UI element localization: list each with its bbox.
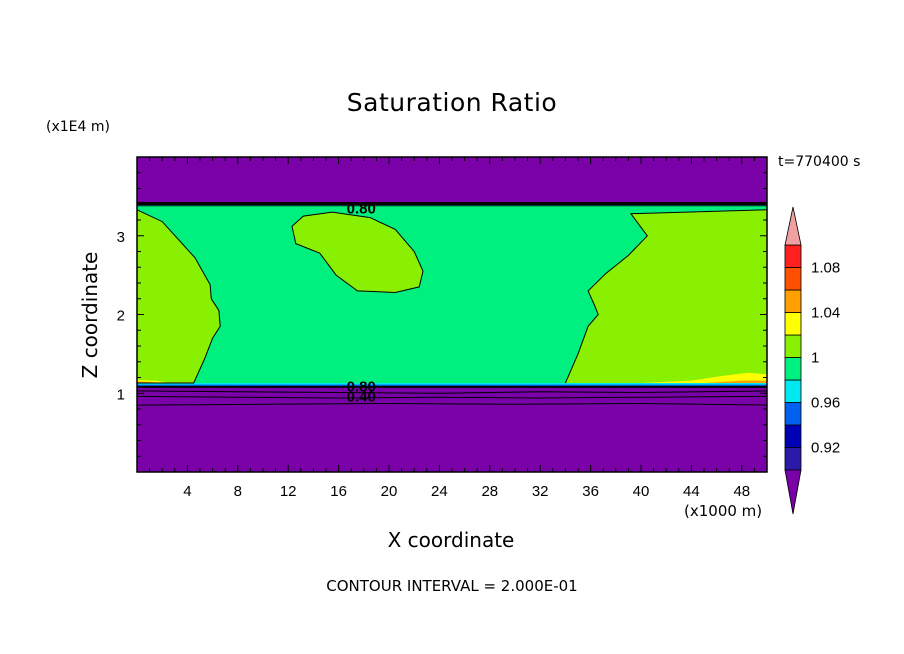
- x-tick-label: 24: [431, 483, 448, 500]
- contour-right-region: [564, 209, 768, 384]
- colorbar-label: 1.04: [811, 305, 840, 322]
- orange-patch-right: [704, 380, 767, 384]
- contour-interval-note: CONTOUR INTERVAL = 2.000E-01: [326, 577, 578, 595]
- y-tick-label: 3: [117, 229, 125, 246]
- colorbar-segment: [784, 289, 802, 313]
- x-tick-label: 44: [683, 483, 700, 500]
- colorbar-segment: [784, 334, 802, 358]
- x-tick-label: 8: [234, 483, 242, 500]
- x-tick-label: 32: [532, 483, 549, 500]
- time-label: t=770400 s: [778, 154, 861, 170]
- colorbar-segment: [784, 244, 802, 268]
- x-tick-label: 40: [633, 483, 650, 500]
- right-supersaturated-region: [565, 209, 767, 383]
- y-tick-label: 2: [117, 308, 125, 325]
- colorbar-label: 1: [811, 350, 819, 367]
- plot-area: 0.800.800.40: [136, 156, 768, 473]
- colorbar-segment: [784, 402, 802, 426]
- colorbar-upper-extension: [784, 206, 802, 246]
- colorbar-label: 0.96: [811, 395, 840, 412]
- contour-base-020: [136, 402, 768, 406]
- blue-band-base: [137, 384, 767, 387]
- cyan-band-base: [137, 383, 767, 386]
- x-tick-label: 48: [733, 483, 750, 500]
- x-axis-label: X coordinate: [387, 528, 515, 552]
- colorbar-segment: [784, 447, 802, 471]
- colorbar-segment: [784, 312, 802, 336]
- x-tick-label: 28: [481, 483, 498, 500]
- contour-base-040: [136, 395, 768, 399]
- x-tick-label: 4: [183, 483, 191, 500]
- chart-title: Saturation Ratio: [346, 88, 558, 117]
- contour-label: 0.40: [347, 389, 376, 406]
- contour-left-region: [136, 209, 221, 384]
- colorbar-segment: [784, 357, 802, 381]
- contour-label: 0.80: [347, 378, 376, 395]
- colorbar: 1.08 1.04 1 0.96 0.92: [784, 206, 840, 515]
- x-tick-label: 20: [381, 483, 398, 500]
- x-tick-label: 12: [280, 483, 297, 500]
- colorbar-segment: [784, 379, 802, 403]
- left-supersaturated-region: [137, 209, 221, 383]
- contour-base-060: [136, 390, 768, 394]
- upper-subsaturated-layer: [137, 157, 767, 205]
- contour-central-blob: [291, 211, 424, 294]
- colorbar-lower-extension: [784, 469, 802, 515]
- x-axis-unit: (x1000 m): [684, 502, 763, 520]
- central-supersaturated-blob: [292, 212, 423, 293]
- y-axis-label: Z coordinate: [78, 251, 102, 379]
- x-tick-label: 36: [582, 483, 599, 500]
- colorbar-segment: [784, 267, 802, 291]
- contour-label: 0.80: [347, 200, 376, 217]
- y-tick-label: 1: [117, 386, 125, 403]
- colorbar-label: 1.08: [811, 260, 840, 277]
- y-axis-unit: (x1E4 m): [46, 119, 110, 135]
- colorbar-segment: [784, 424, 802, 448]
- colorbar-label: 0.92: [811, 440, 840, 457]
- x-tick-label: 16: [330, 483, 347, 500]
